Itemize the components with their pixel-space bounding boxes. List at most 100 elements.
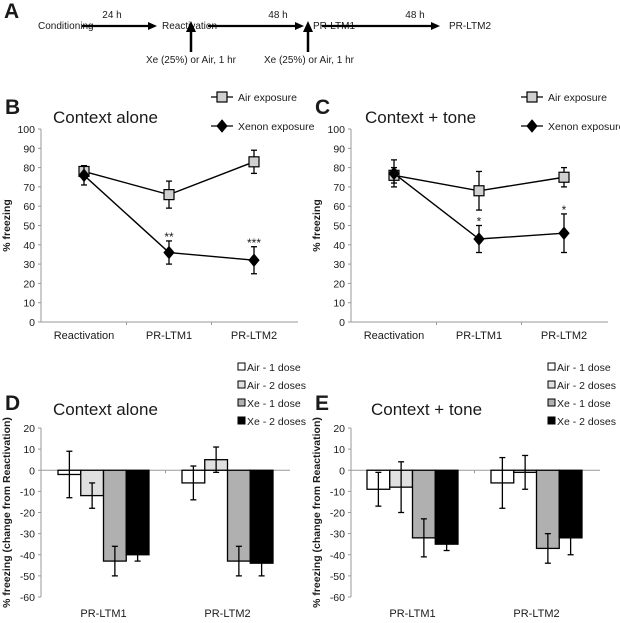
treatment-label-1: Xe (25%) or Air, 1 hr — [146, 55, 237, 66]
bar-xe-2-doses — [249, 469, 274, 564]
x-category-label: PR-LTM2 — [513, 608, 559, 620]
legend-label: Air exposure — [238, 92, 297, 104]
panel-letter-a: A — [4, 0, 19, 23]
data-point-diamond — [558, 226, 570, 241]
y-axis-label: % freezing (change from Reactivation) — [311, 417, 323, 608]
bar-xe-2-doses — [125, 469, 150, 556]
treatment-arrow-1 — [186, 21, 196, 52]
legend-swatch — [547, 398, 556, 407]
y-axis-label: % freezing — [311, 199, 323, 252]
bar-xe-2-doses — [434, 469, 459, 545]
data-point-square — [558, 171, 570, 183]
significance-marker: * — [562, 203, 567, 217]
y-tick-label: 20 — [23, 423, 35, 435]
y-tick-label: 0 — [339, 465, 345, 477]
x-category-label: PR-LTM1 — [389, 608, 435, 620]
legend-label: Xe - 2 doses — [557, 416, 616, 428]
y-tick-label: 80 — [23, 163, 35, 175]
legend-swatch — [547, 416, 556, 425]
y-tick-label: -30 — [20, 529, 35, 541]
chart-title: Context alone — [53, 400, 158, 419]
y-tick-label: 90 — [23, 143, 35, 155]
y-tick-label: -20 — [330, 508, 345, 520]
treatment-arrow-2 — [303, 21, 313, 52]
timeline-stage-pr-ltm2: PR-LTM2 — [449, 21, 491, 32]
legend-marker-diamond — [526, 119, 538, 133]
y-tick-label: 30 — [23, 259, 35, 271]
x-category-label: PR-LTM1 — [146, 330, 192, 342]
y-tick-label: -50 — [330, 571, 345, 583]
legend-label: Air - 1 dose — [247, 362, 301, 374]
chart-title: Context + tone — [365, 108, 476, 127]
y-tick-label: -40 — [20, 550, 35, 562]
y-tick-label: 0 — [339, 317, 345, 329]
data-point-square — [473, 185, 485, 197]
y-tick-label: 10 — [333, 298, 345, 310]
timeline-arrow-1 — [82, 22, 157, 30]
legend-label: Xenon exposure — [548, 121, 620, 133]
legend-label: Air - 2 doses — [247, 380, 306, 392]
chart-title: Context alone — [53, 108, 158, 127]
y-tick-label: -50 — [20, 571, 35, 583]
line-chart-context-alone: B Context alone 0 10 20 30 40 50 60 70 80 90 100 % fr… — [1, 91, 315, 342]
timeline-panel: A Conditioning Reactivation PR-LTM1 PR-L… — [4, 0, 491, 66]
legend-swatch — [237, 380, 246, 389]
legend-swatch — [547, 380, 556, 389]
y-tick-label: 40 — [23, 240, 35, 252]
x-category-label: Reactivation — [54, 330, 115, 342]
y-tick-label: -10 — [330, 486, 345, 498]
series-xenon-exposure — [388, 159, 570, 254]
line-chart-context-tone: C Context + tone 0 10 20 30 40 50 60 70 80 90 100 % f… — [311, 91, 620, 342]
legend-swatch — [237, 362, 246, 371]
panel-letter-b: B — [5, 96, 20, 119]
legend-label: Xe - 1 dose — [557, 398, 611, 410]
y-tick-label: 10 — [23, 444, 35, 456]
legend-label: Air - 1 dose — [557, 362, 611, 374]
legend-label: Air - 2 doses — [557, 380, 616, 392]
y-tick-label: 20 — [333, 278, 345, 290]
x-category-label: Reactivation — [364, 330, 425, 342]
y-axis-label: % freezing — [1, 199, 13, 252]
legend-label: Xenon exposure — [238, 121, 315, 133]
data-point-diamond — [248, 253, 260, 268]
y-tick-label: -10 — [20, 486, 35, 498]
y-tick-label: -30 — [330, 529, 345, 541]
y-axis-label: % freezing (change from Reactivation) — [1, 417, 13, 608]
y-tick-label: 30 — [333, 259, 345, 271]
series-air-exposure — [78, 149, 260, 209]
data-point-diamond — [78, 168, 90, 183]
significance-marker: ** — [164, 230, 174, 244]
legend-swatch — [237, 416, 246, 425]
timeline-arrow-2 — [208, 22, 304, 30]
series-xenon-exposure — [78, 165, 260, 275]
legend-marker-square — [216, 91, 228, 103]
y-tick-label: 10 — [333, 444, 345, 456]
treatment-label-2: Xe (25%) or Air, 1 hr — [264, 55, 355, 66]
y-tick-label: 20 — [23, 278, 35, 290]
legend-swatch — [237, 398, 246, 407]
y-tick-label: 100 — [327, 124, 345, 136]
y-tick-label: -40 — [330, 550, 345, 562]
x-category-label: PR-LTM2 — [204, 608, 250, 620]
bar-chart-context-alone: D Context alone -60 -50 -40 -30 -20 -10 0 10 20 % f… — [1, 362, 306, 620]
y-tick-label: 70 — [333, 182, 345, 194]
data-point-diamond — [388, 166, 400, 181]
y-tick-label: 20 — [333, 423, 345, 435]
y-tick-label: 60 — [23, 201, 35, 213]
legend-marker-square — [526, 91, 538, 103]
bar-chart-context-tone: E Context + tone -60 -50 -40 -30 -20 -10 0 10 20 % … — [311, 362, 616, 620]
y-tick-label: 90 — [333, 143, 345, 155]
x-category-label: PR-LTM2 — [231, 330, 277, 342]
y-tick-label: -60 — [330, 592, 345, 604]
legend-marker-diamond — [216, 119, 228, 133]
y-tick-label: -60 — [20, 592, 35, 604]
y-tick-label: 40 — [333, 240, 345, 252]
timeline-arrow-3 — [322, 22, 440, 30]
y-tick-label: 80 — [333, 163, 345, 175]
y-tick-label: -20 — [20, 508, 35, 520]
panel-letter-c: C — [315, 96, 330, 119]
timeline-interval-3: 48 h — [405, 10, 424, 21]
significance-marker: * — [477, 215, 482, 229]
significance-marker: *** — [247, 236, 261, 250]
